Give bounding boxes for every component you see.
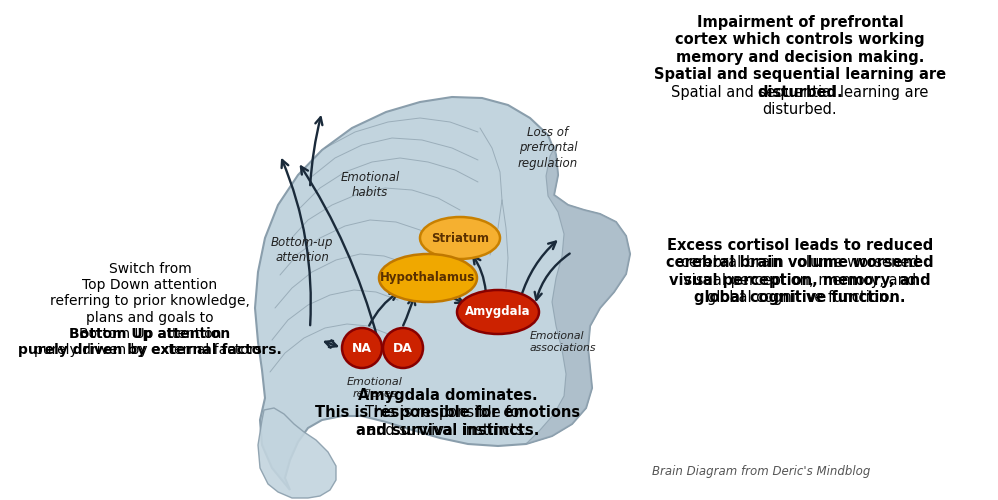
Text: Amygdala dominates.
This is responsible for emotions
and survival instincts.: Amygdala dominates. This is responsible …	[315, 388, 581, 438]
Circle shape	[342, 328, 382, 368]
Ellipse shape	[379, 254, 477, 302]
Text: Emotional
habits: Emotional habits	[340, 171, 399, 199]
Polygon shape	[526, 145, 630, 444]
Text: DA: DA	[393, 342, 413, 354]
Text: Emotional
associations: Emotional associations	[530, 331, 597, 353]
Text: cerebral brain volume worsened
visual perception, memory, and
global cognitive f: cerebral brain volume worsened visual pe…	[682, 238, 919, 305]
Text: Bottom Up attention
purely driven by external factors.: Bottom Up attention purely driven by ext…	[18, 262, 281, 357]
Text: This is responsible for 
and survival instincts.: This is responsible for and survival ins…	[365, 388, 531, 438]
Polygon shape	[255, 97, 630, 490]
Text: Hypothalamus: Hypothalamus	[380, 272, 476, 284]
Text: Spatial and sequential learning are
disturbed.: Spatial and sequential learning are dist…	[672, 15, 929, 117]
Polygon shape	[258, 408, 336, 498]
Text: Switch from
Top Down attention
referring to prior knowledge,
plans and goals to
: Switch from Top Down attention referring…	[34, 262, 266, 357]
Text: Bottom-up
attention: Bottom-up attention	[270, 236, 333, 264]
Text: Excess cortisol leads to reduced
cerebral brain volume worsened
visual perceptio: Excess cortisol leads to reduced cerebra…	[667, 238, 934, 305]
Text: Emotional
reflexes: Emotional reflexes	[347, 377, 403, 399]
Circle shape	[383, 328, 423, 368]
Text: Striatum: Striatum	[431, 232, 489, 244]
Ellipse shape	[420, 217, 500, 259]
Text: Amygdala: Amygdala	[465, 306, 531, 318]
Text: Loss of
prefrontal
regulation: Loss of prefrontal regulation	[518, 126, 578, 170]
Text: Impairment of prefrontal
cortex which controls working
memory and decision makin: Impairment of prefrontal cortex which co…	[654, 15, 946, 100]
Text: Brain Diagram from Deric's Mindblog: Brain Diagram from Deric's Mindblog	[652, 466, 870, 478]
Ellipse shape	[457, 290, 539, 334]
Text: NA: NA	[352, 342, 372, 354]
